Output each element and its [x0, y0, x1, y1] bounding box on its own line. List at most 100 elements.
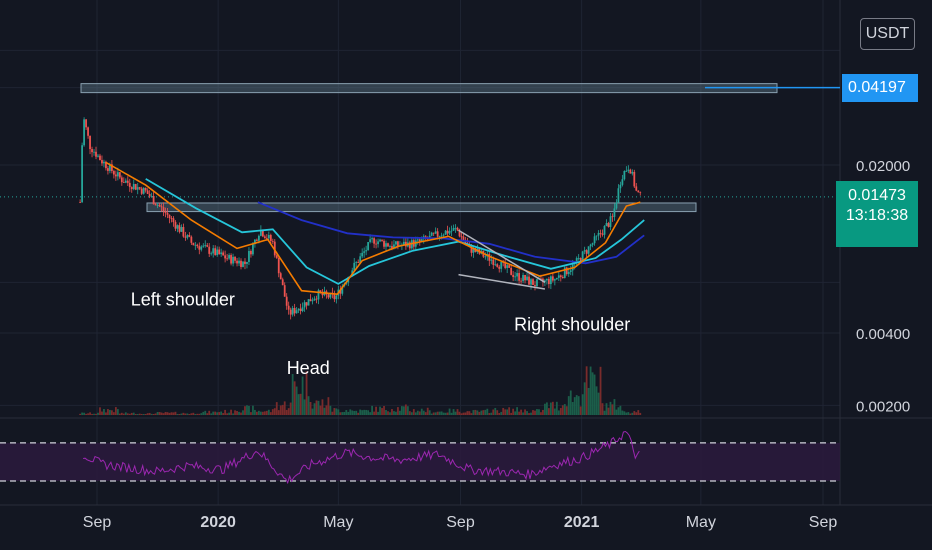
volume-bar [605, 403, 608, 415]
volume-bar [214, 411, 217, 415]
candle-body [365, 250, 368, 252]
candle-body [110, 164, 113, 171]
candle-body [593, 236, 596, 244]
volume-bar [627, 412, 630, 415]
candle-countdown: 13:18:38 [845, 207, 909, 224]
candle-body [257, 235, 260, 241]
volume-bar [301, 376, 304, 415]
volume-bar [532, 410, 534, 415]
x-tick-label: May [323, 514, 353, 531]
volume-bar [613, 399, 616, 415]
candle-body [520, 280, 522, 282]
volume-bar [95, 413, 97, 415]
candle-body [196, 244, 199, 247]
current-price-label: 0.01473 13:18:38 [836, 181, 918, 247]
candle-body [83, 119, 85, 146]
volume-bar [252, 405, 254, 415]
volume-bar [593, 374, 596, 415]
volume-bar [259, 411, 262, 415]
candle-body [142, 187, 145, 194]
candle-body [484, 256, 487, 258]
candle-body [202, 245, 205, 247]
candle-body [255, 239, 258, 241]
volume-bar [99, 407, 101, 415]
candle-body [124, 180, 127, 183]
volume-bar [631, 412, 634, 415]
volume-bar [144, 414, 147, 415]
candle-body [470, 245, 473, 253]
candle-body [496, 264, 499, 267]
volume-bar [404, 404, 407, 415]
candle-body [182, 227, 185, 237]
candle-body [246, 261, 248, 264]
volume-bar [565, 406, 568, 415]
candle-body [126, 180, 129, 183]
volume-bar [228, 412, 230, 415]
volume-bar [587, 387, 590, 415]
candle-body [551, 276, 554, 281]
ema-fast-line [105, 161, 641, 296]
volume-bar [494, 407, 497, 415]
volume-bar [514, 411, 517, 415]
candle-body [492, 259, 495, 265]
volume-bar [101, 411, 103, 415]
x-tick-label: Sep [809, 514, 838, 531]
volume-bar [464, 412, 467, 415]
volume-bar [365, 409, 368, 415]
volume-bar [500, 411, 503, 415]
candle-body [579, 257, 582, 262]
volume-bar [89, 412, 91, 415]
candle-body [514, 276, 517, 278]
candle-body [138, 187, 141, 189]
candle-body [512, 274, 515, 278]
volume-bar [520, 409, 522, 415]
volume-bar [269, 412, 272, 415]
volume-bar [359, 409, 362, 415]
candle-body [635, 186, 638, 191]
candle-body [387, 243, 389, 247]
volume-bar [116, 409, 119, 415]
candle-body [232, 256, 234, 264]
volume-bar [567, 396, 570, 415]
candle-body [569, 270, 572, 272]
candle-body [553, 279, 556, 281]
candle-body [305, 302, 308, 306]
candle-body [460, 236, 463, 238]
candle-body [105, 161, 107, 169]
volume-bar [275, 402, 278, 415]
volume-bar [490, 412, 493, 415]
volume-bar [305, 371, 308, 415]
currency-selector-button[interactable]: USDT [860, 18, 915, 50]
candle-body [301, 307, 304, 312]
volume-bar [79, 413, 82, 415]
volume-bar [337, 409, 340, 415]
y-tick-label: 0.02000 [856, 158, 910, 175]
volume-bar [291, 374, 294, 415]
volume-bar [154, 413, 157, 415]
candle-body [430, 232, 433, 236]
volume-bar [244, 406, 246, 415]
candle-body [132, 184, 135, 190]
x-axis-ticks: Sep 2020 May Sep 2021 May Sep [83, 514, 838, 531]
volume-bar [120, 412, 123, 415]
volume-bar [524, 409, 526, 415]
candle-body [522, 274, 524, 282]
volume-bar [353, 410, 356, 415]
volume-bar [553, 408, 556, 415]
candle-body [637, 190, 640, 193]
candle-body [184, 236, 187, 238]
pattern-label: Left shoulder [131, 290, 235, 310]
candle-body [250, 251, 252, 255]
volume-bar [385, 410, 387, 415]
candle-body [192, 242, 195, 246]
volume-bar [577, 396, 580, 415]
volume-bar [317, 400, 320, 415]
candle-body [275, 255, 278, 258]
volume-bar [114, 407, 117, 415]
candle-body [208, 246, 211, 254]
candle-body [563, 267, 566, 278]
ema-medium-line [145, 178, 645, 285]
candle-body [367, 242, 370, 251]
candle-body [446, 230, 449, 234]
neckline-zone [146, 202, 697, 213]
